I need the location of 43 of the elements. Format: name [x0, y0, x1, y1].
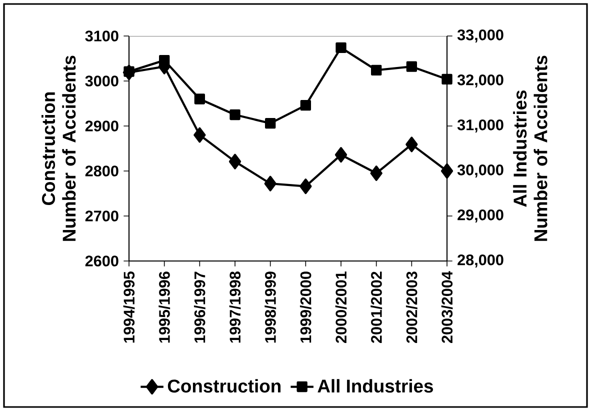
point — [159, 54, 170, 66]
y-tick-label: 3000 — [85, 76, 118, 86]
y-tick-label: 2800 — [85, 166, 118, 176]
y2-tick-label: 28,000 — [458, 254, 504, 268]
point — [124, 66, 134, 77]
point — [265, 118, 276, 129]
x-tick-label: 2000/2001 — [335, 271, 347, 344]
x-tick-label: 1994/1995 — [123, 271, 135, 343]
point — [370, 166, 382, 181]
x-tick-label: 1997/1998 — [229, 272, 241, 343]
y-axis-title: Construction Number of Accidents — [42, 56, 76, 241]
y2-tick-label: 33,000 — [457, 29, 504, 43]
point — [336, 42, 346, 54]
y2-tick-label: 29,000 — [458, 209, 504, 223]
point — [228, 154, 242, 170]
point — [300, 178, 312, 194]
point — [300, 100, 312, 111]
x-tick-label: 2001/2002 — [370, 272, 382, 344]
y2-tick-label: 31,000 — [457, 119, 504, 133]
legend-label: Construction — [168, 379, 280, 393]
y2-axis-title: All Industries Number of Accidents — [513, 56, 548, 241]
legend-label: All Industries — [318, 379, 433, 393]
x-tick-label: 1996/1997 — [194, 272, 206, 343]
point — [264, 176, 276, 192]
point — [442, 74, 452, 85]
point — [406, 136, 418, 152]
point — [406, 61, 418, 72]
y-tick-label: 3100 — [85, 30, 118, 42]
point — [194, 127, 206, 143]
point — [371, 64, 382, 76]
y2-tick-label: 32,000 — [457, 74, 504, 88]
x-tick-label: 2003/2004 — [441, 271, 453, 344]
point — [194, 94, 206, 104]
point — [230, 109, 240, 120]
y2-tick-label: 30,000 — [457, 164, 504, 178]
point — [334, 147, 348, 163]
y-tick-label: 2600 — [85, 256, 118, 266]
y-tick-label: 2700 — [85, 210, 118, 222]
x-tick-label: 2002/2003 — [406, 272, 418, 344]
x-tick-label: 1999/2000 — [300, 272, 312, 343]
x-tick-label: 1998/1999 — [264, 272, 276, 343]
x-tick-label: 1995/1996 — [158, 272, 170, 343]
y-tick-label: 2900 — [85, 120, 118, 132]
